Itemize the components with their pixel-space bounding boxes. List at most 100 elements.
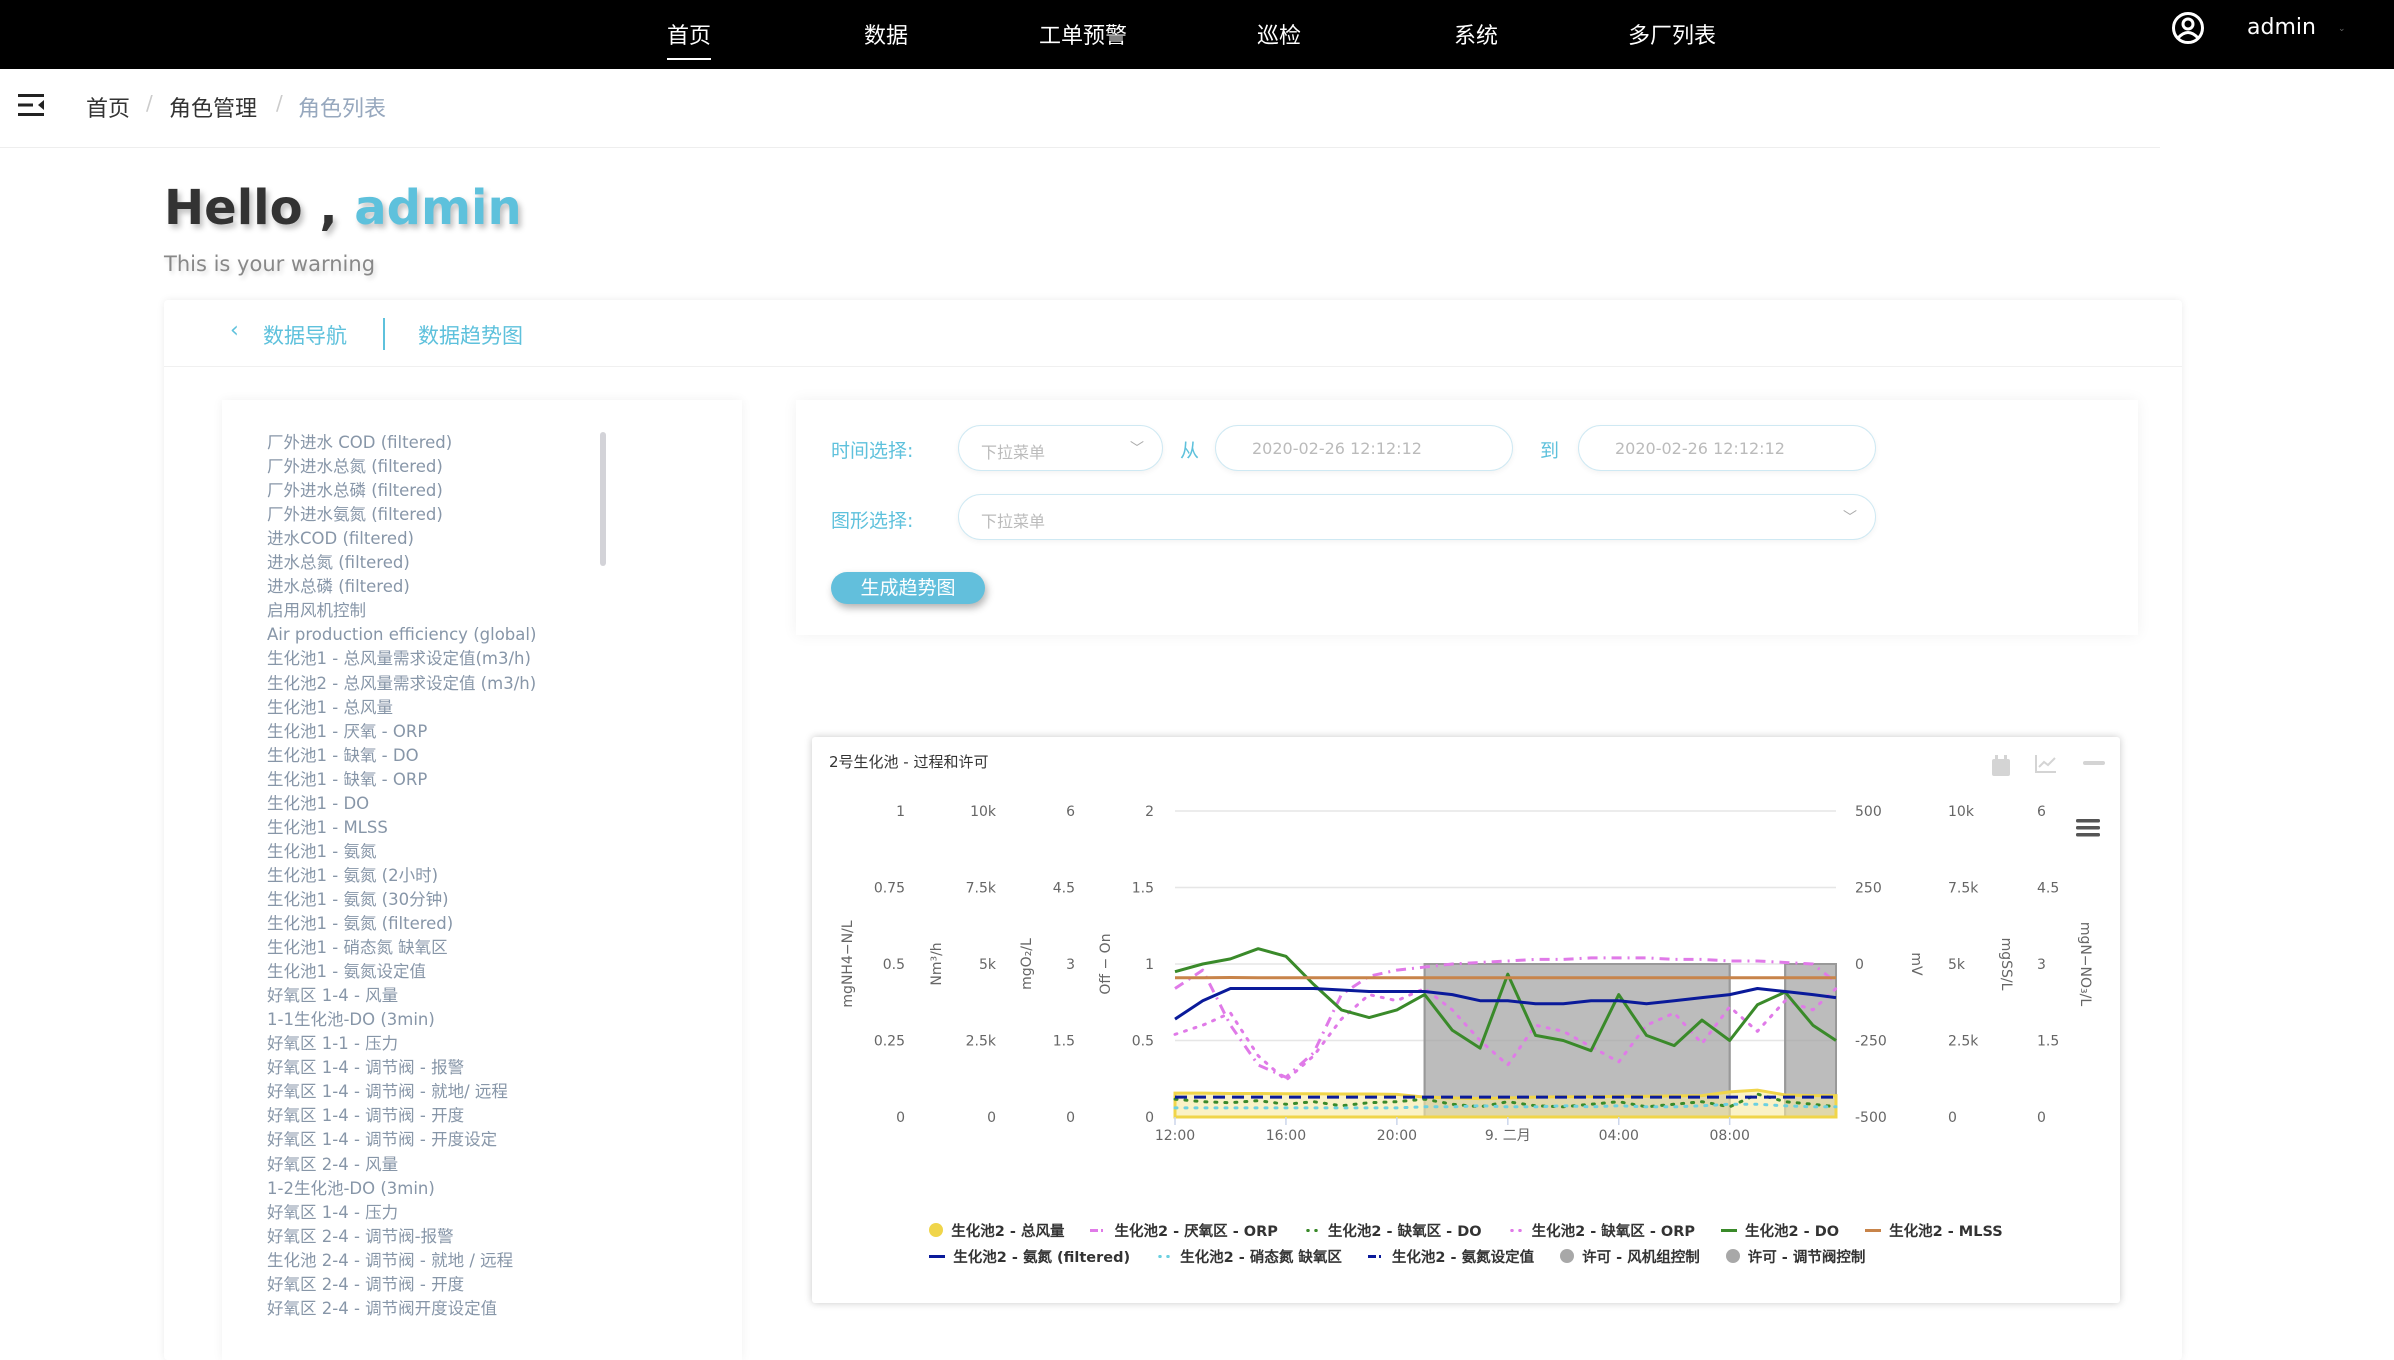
graph-select[interactable]: 下拉菜单 ﹀ [958,494,1876,540]
end-datetime-input[interactable]: 2020-02-26 12:12:12 [1578,425,1876,471]
legend-item[interactable]: 生化池2 - 总风量 [929,1220,1064,1241]
data-list-item[interactable]: 进水总氮 (filtered) [267,552,410,574]
axis-tick-label: 6 [1066,804,1075,820]
nav-multi-plant-list[interactable]: 多厂列表 [1628,18,1716,58]
chevron-left-icon[interactable]: ‹ [230,318,239,343]
legend-item[interactable]: 生化池2 - 缺氧区 - ORP [1508,1220,1695,1241]
data-list-item[interactable]: 生化池1 - 厌氧 - ORP [267,721,427,743]
user-circle-icon[interactable] [2171,11,2205,45]
legend-symbol [1156,1255,1172,1258]
data-list-item[interactable]: 好氧区 2-4 - 风量 [267,1154,398,1176]
axis-tick-label: 1.5 [1053,1034,1075,1050]
data-list-item[interactable]: 1-1生化池-DO (3min) [267,1009,435,1031]
data-list-item[interactable]: 厂外进水氨氮 (filtered) [267,504,443,526]
data-list-item[interactable]: 生化池 2-4 - 调节阀 - 就地 / 远程 [267,1250,513,1272]
data-list-item[interactable]: 生化池1 - 氨氮 (30分钟) [267,889,449,911]
data-list-item[interactable]: 进水COD (filtered) [267,528,414,550]
legend-symbol [1368,1255,1384,1258]
data-list-item[interactable]: 生化池1 - DO [267,793,369,815]
legend-label: 生化池2 - 氨氮设定值 [1392,1246,1534,1267]
data-list-item[interactable]: 生化池1 - 缺氧 - ORP [267,769,427,791]
axis-tick-label: 1.5 [1132,881,1154,897]
legend-item[interactable]: 许可 - 风机组控制 [1560,1246,1700,1267]
data-list-item[interactable]: 进水总磷 (filtered) [267,576,410,598]
axis-tick-label: 0.75 [874,881,905,897]
data-list-item[interactable]: 生化池1 - 氨氮设定值 [267,961,426,983]
breadcrumb-home[interactable]: 首页 [86,91,130,123]
data-list-item[interactable]: 好氧区 2-4 - 调节阀开度设定值 [267,1298,497,1320]
data-list-item[interactable]: 生化池1 - 总风量 [267,697,393,719]
legend-item[interactable]: 生化池2 - 硝态氮 缺氧区 [1156,1246,1342,1267]
menu-fold-icon[interactable] [18,93,46,117]
data-list-item[interactable]: 生化池1 - 硝态氮 缺氧区 [267,937,448,959]
chevron-down-icon: ﹀ [1843,507,1857,527]
data-list-item[interactable]: 好氧区 2-4 - 调节阀-报警 [267,1226,454,1248]
data-list-item[interactable]: 好氧区 1-4 - 调节阀 - 就地/ 远程 [267,1081,508,1103]
axis-tick-label: 3 [1066,957,1075,973]
x-tick-label: 12:00 [1155,1128,1195,1144]
username[interactable]: admin [2247,15,2316,40]
data-list-item[interactable]: 好氧区 1-1 - 压力 [267,1033,398,1055]
data-list-item[interactable]: 生化池1 - 氨氮 (filtered) [267,913,453,935]
legend-item[interactable]: 许可 - 调节阀控制 [1726,1246,1866,1267]
list-scrollbar[interactable] [600,432,606,566]
breadcrumb-separator: / [276,91,283,115]
data-list-item[interactable]: 好氧区 1-4 - 调节阀 - 开度设定 [267,1129,497,1151]
generate-trend-button[interactable]: 生成趋势图 [831,572,985,604]
trend-form-panel: 时间选择: 下拉菜单 ﹀ 从 2020-02-26 12:12:12 到 202… [796,400,2138,635]
axis-tick-label: 0 [1855,957,1864,973]
data-list-item[interactable]: 生化池1 - 氨氮 (2小时) [267,865,438,887]
data-list-item[interactable]: 好氧区 2-4 - 调节阀 - 开度 [267,1274,464,1296]
axis-tick-label: 2.5k [1948,1034,1979,1050]
chart-plot: 00.250.50.751mgNH4−N/L02.5k5k7.5k10kNm³/… [812,737,2120,1207]
legend-label: 许可 - 风机组控制 [1582,1246,1700,1267]
tab-data-trend-chart[interactable]: 数据趋势图 [418,320,523,350]
tab-data-navigation[interactable]: 数据导航 [263,320,347,350]
nav-system[interactable]: 系统 [1454,18,1498,58]
legend-item[interactable]: 生化池2 - 氨氮设定值 [1368,1246,1534,1267]
greeting-username: admin [354,180,521,236]
legend-item[interactable]: 生化池2 - 缺氧区 - DO [1304,1220,1482,1241]
axis-tick-label: 3 [2037,957,2046,973]
data-list-item[interactable]: 好氧区 1-4 - 风量 [267,985,398,1007]
data-list-item[interactable]: 好氧区 1-4 - 调节阀 - 报警 [267,1057,464,1079]
legend-symbol [1726,1249,1740,1263]
legend-item[interactable]: 生化池2 - 氨氮 (filtered) [929,1246,1130,1267]
data-list-item[interactable]: 生化池2 - 总风量需求设定值 (m3/h) [267,673,536,695]
data-list-item[interactable]: 好氧区 1-4 - 压力 [267,1202,398,1224]
x-tick-label: 04:00 [1599,1128,1639,1144]
tab-divider [383,318,385,350]
axis-tick-label: 4.5 [1053,881,1075,897]
greeting-title: Hello , admin [164,180,522,236]
data-list-item[interactable]: 好氧区 1-4 - 调节阀 - 开度 [267,1105,464,1127]
data-list-item[interactable]: 生化池1 - MLSS [267,817,388,839]
legend-item[interactable]: 生化池2 - 厌氧区 - ORP [1090,1220,1277,1241]
nav-data[interactable]: 数据 [864,18,908,58]
data-list-item[interactable]: 1-2生化池-DO (3min) [267,1178,435,1200]
data-list-item[interactable]: 生化池1 - 缺氧 - DO [267,745,419,767]
data-list-item[interactable]: 厂外进水总磷 (filtered) [267,480,443,502]
axis-tick-label: 500 [1855,804,1882,820]
start-datetime-input[interactable]: 2020-02-26 12:12:12 [1215,425,1513,471]
nav-inspection[interactable]: 巡检 [1257,18,1301,58]
axis-tick-label: 0 [987,1110,996,1126]
nav-work-order-alert[interactable]: 工单预警 [1039,18,1127,58]
legend-symbol [1865,1229,1881,1232]
graph-select-placeholder: 下拉菜单 [981,512,1045,531]
data-list-item[interactable]: 启用风机控制 [267,600,366,622]
legend-item[interactable]: 生化池2 - DO [1721,1220,1839,1241]
breadcrumb-role-management[interactable]: 角色管理 [169,91,257,123]
data-list-item[interactable]: 生化池1 - 总风量需求设定值(m3/h) [267,648,531,670]
legend-item[interactable]: 生化池2 - MLSS [1865,1220,2003,1241]
data-list-item[interactable]: 生化池1 - 氨氮 [267,841,376,863]
axis-tick-label: 1 [1145,957,1154,973]
user-dropdown-caret-icon[interactable]: ⌄ [2338,24,2346,34]
x-tick-label: 16:00 [1266,1128,1306,1144]
legend-label: 许可 - 调节阀控制 [1748,1246,1866,1267]
data-list-item[interactable]: 厂外进水总氮 (filtered) [267,456,443,478]
axis-tick-label: 1.5 [2037,1034,2059,1050]
data-list-item[interactable]: Air production efficiency (global) [267,624,536,646]
data-list-item[interactable]: 厂外进水 COD (filtered) [267,432,452,454]
time-range-select[interactable]: 下拉菜单 ﹀ [958,425,1163,471]
nav-home[interactable]: 首页 [667,18,711,60]
